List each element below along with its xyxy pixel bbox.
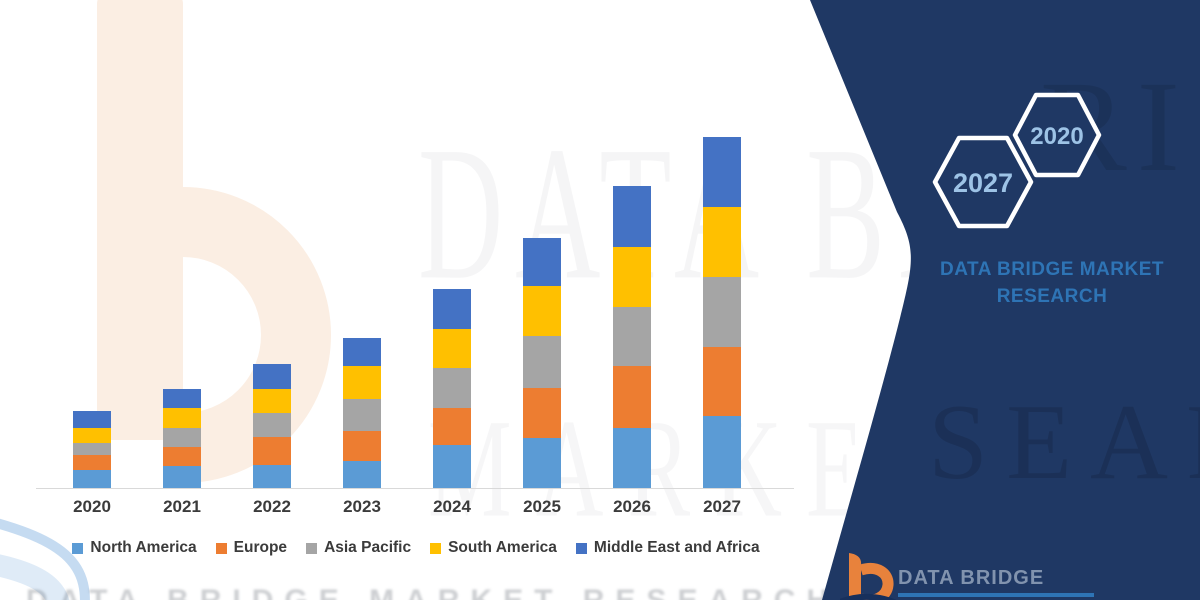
brand-line-1: DATA BRIDGE MARKET [940, 259, 1164, 280]
x-axis-label: 2024 [433, 497, 471, 516]
legend-swatch [306, 542, 318, 554]
bar-segment-2026-middle-east-and-africa [613, 186, 651, 247]
x-axis-label: 2023 [343, 497, 381, 516]
legend-swatch [430, 542, 442, 554]
legend-swatch [215, 542, 227, 554]
bar-segment-2023-asia-pacific [343, 399, 381, 431]
bar-segment-2021-middle-east-and-africa [163, 389, 201, 408]
legend-item-south-america: South America [430, 539, 557, 557]
hexagon-2020 [1012, 92, 1102, 178]
bar-segment-2026-south-america [613, 247, 651, 307]
legend-item-north-america: North America [72, 539, 197, 557]
bar-segment-2026-europe [613, 366, 651, 428]
x-axis-line [36, 488, 794, 489]
bar-segment-2021-south-america [163, 408, 201, 428]
bar-segment-2020-asia-pacific [73, 443, 111, 455]
bar-segment-2022-north-america [253, 465, 291, 488]
hexagon-2027-label: 2027 [953, 168, 1013, 198]
bar-segment-2025-south-america [523, 286, 561, 336]
bar-segment-2027-north-america [703, 416, 741, 488]
bar-segment-2022-europe [253, 437, 291, 465]
bar-segment-2023-south-america [343, 366, 381, 399]
legend-label: Middle East and Africa [593, 539, 760, 556]
bar-segment-2021-europe [163, 447, 201, 466]
bar-segment-2024-asia-pacific [433, 368, 471, 408]
x-axis-label: 2022 [253, 497, 291, 516]
bottom-cropped-watermark-text: DATA BRIDGE MARKET RESEARCH [26, 584, 839, 600]
side-panel-brand-text: DATA BRIDGE MARKET RESEARCH [928, 256, 1176, 310]
bar-segment-2026-asia-pacific [613, 307, 651, 366]
legend-label: South America [448, 539, 557, 556]
b-icon-swoosh [840, 594, 897, 600]
x-axis-label: 2021 [163, 497, 201, 516]
hexagon-badges: 2027 2020 [932, 92, 1102, 229]
hexagon-2027 [932, 135, 1034, 229]
panel-watermark-mid: SEARCH [928, 383, 1200, 502]
bar-segment-2024-south-america [433, 329, 471, 368]
bar-segment-2025-europe [523, 388, 561, 438]
bar-segment-2020-europe [73, 455, 111, 470]
bar-segment-2020-middle-east-and-africa [73, 411, 111, 428]
bar-segment-2022-south-america [253, 389, 291, 413]
bar-segment-2020-south-america [73, 428, 111, 443]
legend-item-europe: Europe [215, 539, 288, 557]
bar-segment-2027-middle-east-and-africa [703, 137, 741, 207]
bar-segment-2021-north-america [163, 466, 201, 488]
legend-swatch [575, 542, 587, 554]
brand-line-2: RESEARCH [996, 286, 1108, 307]
b-icon-stem [849, 553, 862, 600]
bar-segment-2027-south-america [703, 207, 741, 277]
legend-item-asia-pacific: Asia Pacific [306, 539, 411, 557]
side-panel-background [810, 0, 1200, 600]
bar-segment-2023-middle-east-and-africa [343, 338, 381, 366]
bar-segment-2025-north-america [523, 438, 561, 488]
bar-segment-2025-middle-east-and-africa [523, 238, 561, 286]
x-axis-label: 2025 [523, 497, 561, 516]
bar-segment-2020-north-america [73, 470, 111, 488]
legend-label: Europe [233, 539, 288, 556]
x-axis-label: 2020 [73, 497, 111, 516]
footer-logo-text: DATA BRIDGE [898, 567, 1045, 589]
bar-segment-2027-asia-pacific [703, 277, 741, 347]
bar-segment-2023-europe [343, 431, 381, 461]
bar-segment-2021-asia-pacific [163, 428, 201, 447]
bar-segment-2022-asia-pacific [253, 413, 291, 437]
bar-segment-2024-europe [433, 408, 471, 445]
bar-segment-2024-north-america [433, 445, 471, 488]
bar-segment-2026-north-america [613, 428, 651, 488]
x-axis-label: 2027 [703, 497, 741, 516]
legend-label: Asia Pacific [324, 539, 412, 556]
bar-segment-2025-asia-pacific [523, 336, 561, 388]
x-axis-label: 2026 [613, 497, 651, 516]
legend-swatch [72, 542, 84, 554]
data-bridge-b-icon [840, 553, 897, 600]
legend-label: North America [90, 539, 197, 556]
hexagon-2020-label: 2020 [1030, 123, 1083, 150]
footer-logo-underline [898, 593, 1094, 597]
bar-segment-2023-north-america [343, 461, 381, 488]
legend-item-middle-east-and-africa: Middle East and Africa [575, 539, 760, 557]
bar-segment-2027-europe [703, 347, 741, 416]
bar-segment-2024-middle-east-and-africa [433, 289, 471, 329]
chart-legend: North America Europe Asia Pacific South Ame… [38, 539, 794, 557]
bar-segment-2022-middle-east-and-africa [253, 364, 291, 389]
